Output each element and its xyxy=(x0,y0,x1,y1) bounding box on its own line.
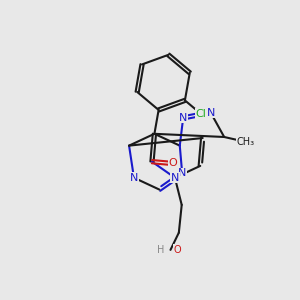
Text: O: O xyxy=(173,245,181,255)
Text: CH₃: CH₃ xyxy=(237,137,255,147)
Text: O: O xyxy=(168,158,177,169)
Text: H: H xyxy=(157,245,165,255)
Text: N: N xyxy=(130,173,138,183)
Text: N: N xyxy=(179,113,188,123)
Text: Cl: Cl xyxy=(195,109,206,118)
Text: N: N xyxy=(206,107,215,118)
Text: N: N xyxy=(171,173,179,183)
Text: N: N xyxy=(178,169,186,178)
